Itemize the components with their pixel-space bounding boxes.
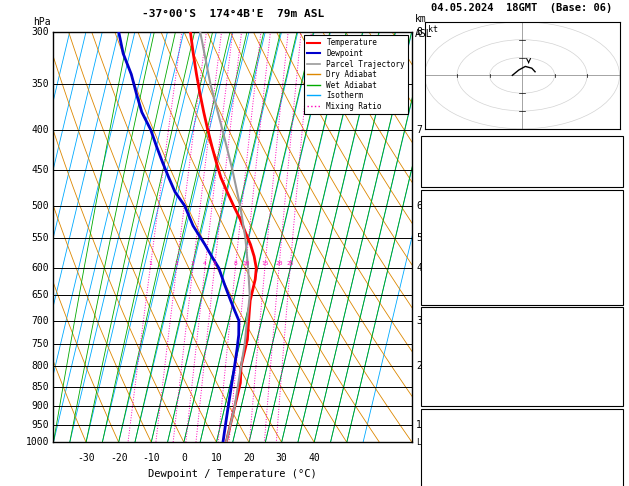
- Text: 13.2: 13.2: [599, 207, 623, 217]
- Text: 0: 0: [617, 271, 623, 281]
- Text: Pressure (mb): Pressure (mb): [428, 325, 504, 335]
- Text: 350: 350: [31, 79, 49, 89]
- Text: 7: 7: [416, 125, 422, 135]
- Text: Surface: Surface: [501, 191, 543, 201]
- Text: Temp (°C): Temp (°C): [428, 207, 481, 217]
- Text: 2: 2: [416, 361, 422, 371]
- Text: Lifted Index: Lifted Index: [428, 357, 498, 367]
- Text: Most Unstable: Most Unstable: [484, 309, 560, 319]
- Text: 1: 1: [148, 261, 152, 266]
- Text: SREH: SREH: [428, 442, 451, 452]
- Text: -30: -30: [77, 452, 95, 463]
- Text: θₑ (K): θₑ (K): [428, 341, 463, 351]
- Text: 30: 30: [276, 452, 287, 463]
- Text: 8: 8: [233, 261, 237, 266]
- Text: ASL: ASL: [415, 29, 433, 39]
- Text: 1: 1: [416, 420, 422, 430]
- Text: 3: 3: [191, 261, 195, 266]
- Text: 550: 550: [31, 233, 49, 243]
- Text: 20: 20: [275, 261, 282, 266]
- Text: 400: 400: [31, 125, 49, 135]
- Text: 900: 900: [31, 401, 49, 411]
- Text: PW (cm): PW (cm): [428, 170, 469, 180]
- Text: 4: 4: [617, 255, 623, 265]
- Text: Totals Totals: Totals Totals: [428, 154, 504, 164]
- Text: StmDir: StmDir: [428, 458, 463, 469]
- Text: 600: 600: [31, 263, 49, 273]
- Text: 04.05.2024  18GMT  (Base: 06): 04.05.2024 18GMT (Base: 06): [431, 3, 613, 14]
- Text: -27: -27: [605, 426, 623, 436]
- Text: CAPE (J): CAPE (J): [428, 271, 475, 281]
- Text: 15: 15: [261, 261, 269, 266]
- Text: 18: 18: [611, 138, 623, 148]
- Text: -10: -10: [142, 452, 160, 463]
- Text: 975: 975: [605, 325, 623, 335]
- Text: 0: 0: [617, 287, 623, 297]
- Text: 20: 20: [243, 452, 255, 463]
- Text: CIN (J): CIN (J): [428, 389, 469, 399]
- Text: -37°00'S  174°4B'E  79m ASL: -37°00'S 174°4B'E 79m ASL: [142, 9, 324, 19]
- Text: 40: 40: [308, 452, 320, 463]
- Text: EH: EH: [428, 426, 440, 436]
- Text: 1000: 1000: [26, 437, 49, 447]
- Text: Dewpoint / Temperature (°C): Dewpoint / Temperature (°C): [148, 469, 317, 479]
- Text: 359°: 359°: [599, 458, 623, 469]
- Text: 10: 10: [242, 261, 249, 266]
- Text: θₑ(K): θₑ(K): [428, 239, 457, 249]
- Text: 2: 2: [175, 261, 179, 266]
- Text: Lifted Index: Lifted Index: [428, 255, 498, 265]
- Text: Dewp (°C): Dewp (°C): [428, 223, 481, 233]
- Text: 25: 25: [286, 261, 294, 266]
- Text: Hodograph: Hodograph: [496, 410, 548, 420]
- Text: 450: 450: [31, 165, 49, 175]
- Text: CIN (J): CIN (J): [428, 287, 469, 297]
- Text: © weatheronline.co.uk: © weatheronline.co.uk: [470, 469, 574, 479]
- Text: -20: -20: [110, 452, 128, 463]
- Text: 800: 800: [31, 361, 49, 371]
- Text: 950: 950: [31, 420, 49, 430]
- Text: 309: 309: [605, 239, 623, 249]
- Text: 3: 3: [416, 315, 422, 326]
- Text: 310: 310: [605, 341, 623, 351]
- Text: 5: 5: [416, 233, 422, 243]
- Text: 10: 10: [211, 452, 222, 463]
- Text: CAPE (J): CAPE (J): [428, 373, 475, 383]
- Text: 700: 700: [31, 315, 49, 326]
- Text: 9: 9: [617, 389, 623, 399]
- Text: K: K: [428, 138, 433, 148]
- Text: Mixing Ratio (g/kg): Mixing Ratio (g/kg): [436, 190, 445, 284]
- Text: 6: 6: [416, 201, 422, 211]
- Text: 44: 44: [611, 154, 623, 164]
- Text: LCL: LCL: [416, 438, 431, 447]
- Text: hPa: hPa: [33, 17, 50, 27]
- Text: 0: 0: [181, 452, 187, 463]
- Text: 500: 500: [31, 201, 49, 211]
- Text: 300: 300: [31, 27, 49, 36]
- Text: kt: kt: [428, 25, 438, 35]
- Text: 5: 5: [213, 261, 216, 266]
- Text: 650: 650: [31, 290, 49, 300]
- Text: 6: 6: [617, 474, 623, 485]
- Text: 11.8: 11.8: [599, 223, 623, 233]
- Text: -14: -14: [605, 442, 623, 452]
- Legend: Temperature, Dewpoint, Parcel Trajectory, Dry Adiabat, Wet Adiabat, Isotherm, Mi: Temperature, Dewpoint, Parcel Trajectory…: [304, 35, 408, 114]
- Text: 8: 8: [416, 27, 422, 36]
- Text: 4: 4: [416, 263, 422, 273]
- Text: 4: 4: [203, 261, 207, 266]
- Text: 3: 3: [617, 373, 623, 383]
- Text: km: km: [415, 14, 427, 24]
- Text: 750: 750: [31, 339, 49, 349]
- Text: StmSpd (kt): StmSpd (kt): [428, 474, 493, 485]
- Text: 2.02: 2.02: [599, 170, 623, 180]
- Text: 4: 4: [617, 357, 623, 367]
- Text: 850: 850: [31, 382, 49, 392]
